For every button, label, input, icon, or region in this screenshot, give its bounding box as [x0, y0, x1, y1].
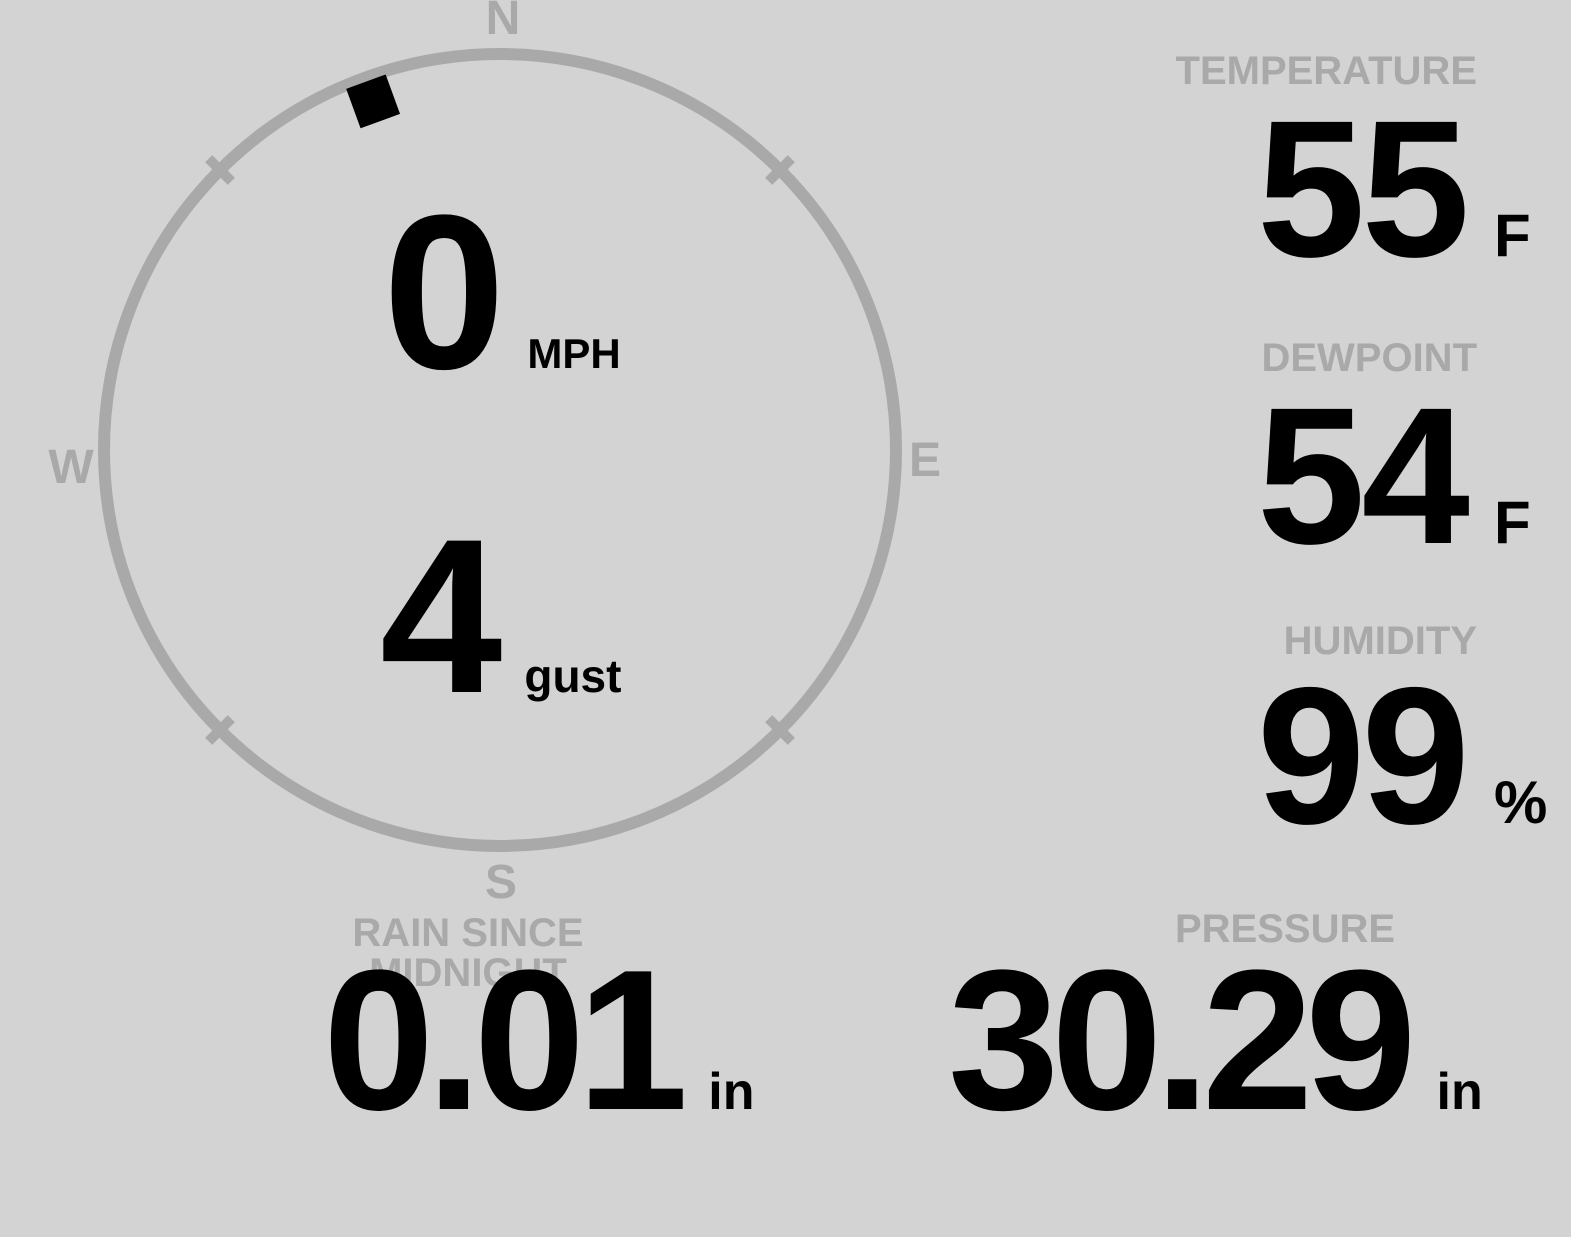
pressure-unit: in: [1436, 1063, 1483, 1121]
rain-unit: in: [708, 1063, 755, 1121]
dewpoint-unit: F: [1494, 489, 1531, 556]
pressure-value: 30.29: [948, 929, 1416, 1152]
pressure-label: PRESSURE: [1174, 907, 1396, 951]
temperature-stat: 55 F: [1257, 92, 1548, 287]
pressure-stat: 30.29 in: [948, 941, 1483, 1141]
dewpoint-value: 54: [1256, 367, 1470, 585]
temperature-unit: F: [1494, 202, 1531, 269]
wind-gust-unit: gust: [524, 650, 622, 702]
wind-speed: 0 MPH: [383, 182, 621, 402]
temperature-value: 55: [1256, 80, 1470, 298]
dewpoint-label: DEWPOINT: [1261, 336, 1477, 380]
wind-speed-unit: MPH: [527, 330, 621, 377]
rain-label: RAIN SINCE MIDNIGHT: [352, 911, 584, 995]
humidity-stat: 99 %: [1257, 659, 1548, 854]
humidity-label: HUMIDITY: [1283, 619, 1477, 663]
compass-label-west: W: [48, 441, 94, 494]
wind-gust-value: 4: [380, 493, 502, 739]
compass-label-south: S: [484, 856, 517, 909]
humidity-unit: %: [1494, 769, 1548, 836]
temperature-label: TEMPERATURE: [1175, 49, 1477, 93]
wind-gust: 4 gust: [380, 506, 621, 726]
compass-label-east: E: [908, 434, 941, 487]
rain-value: 0.01: [323, 929, 688, 1152]
humidity-value: 99: [1256, 647, 1470, 865]
dewpoint-stat: 54 F: [1257, 379, 1548, 574]
wind-speed-value: 0: [383, 169, 505, 415]
rain-stat: 0.01 in: [323, 941, 754, 1141]
compass-label-north: N: [485, 0, 521, 45]
